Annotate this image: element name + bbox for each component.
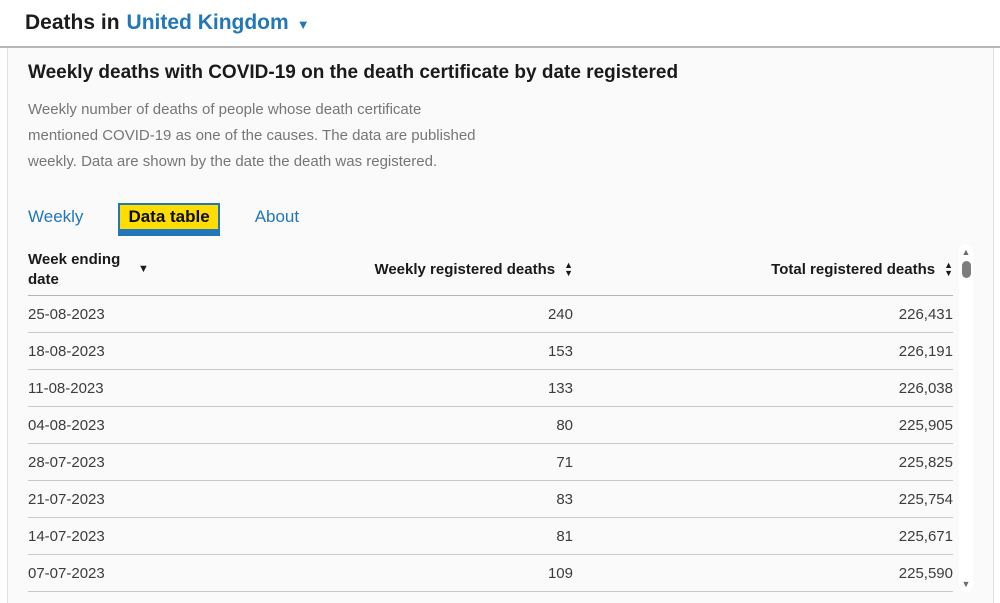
column-label: Total registered deaths: [771, 261, 936, 278]
table-header-row: Week ending date ▼ Weekly registered dea…: [28, 244, 953, 296]
data-table: Week ending date ▼ Weekly registered dea…: [28, 244, 973, 592]
scrollbar-up-icon[interactable]: ▲: [961, 247, 971, 257]
cell-week-ending-date: 11-08-2023: [28, 379, 104, 397]
column-header-total-registered-deaths[interactable]: Total registered deaths ▲ ▼: [573, 261, 953, 278]
cell-weekly-registered-deaths: 109: [547, 564, 573, 582]
description-line: Weekly number of deaths of people whose …: [28, 101, 422, 118]
sort-descending-icon: ▼: [138, 263, 149, 275]
table-row: 25-08-2023 240 226,431: [28, 296, 953, 333]
cell-total-registered-deaths: 225,825: [898, 453, 953, 471]
table-row: 18-08-2023 153 226,191: [28, 333, 953, 370]
column-label: Weekly registered deaths: [374, 261, 556, 278]
cell-total-registered-deaths: 226,431: [898, 305, 953, 323]
cell-total-registered-deaths: 226,038: [898, 379, 953, 397]
cell-weekly-registered-deaths: 80: [556, 416, 573, 434]
scrollbar-thumb[interactable]: [961, 261, 971, 278]
column-header-week-ending-date[interactable]: Week ending date ▼: [28, 250, 178, 290]
table-row: 21-07-2023 83 225,754: [28, 481, 953, 518]
region-name: United Kingdom: [126, 11, 289, 34]
table-row: 28-07-2023 71 225,825: [28, 444, 953, 481]
cell-total-registered-deaths: 226,191: [898, 342, 953, 360]
panel-heading: Weekly deaths with COVID-19 on the death…: [28, 62, 679, 83]
cell-week-ending-date: 18-08-2023: [28, 342, 105, 360]
cell-weekly-registered-deaths: 153: [547, 342, 573, 360]
cell-weekly-registered-deaths: 81: [556, 527, 573, 545]
table-body: 25-08-2023 240 226,431 18-08-2023 153 22…: [28, 296, 953, 592]
table-row: 04-08-2023 80 225,905: [28, 407, 953, 444]
chart-panel: Weekly deaths with COVID-19 on the death…: [7, 48, 994, 603]
cell-weekly-registered-deaths: 83: [556, 490, 573, 508]
sort-both-icon: ▲ ▼: [564, 260, 573, 278]
description-line: mentioned COVID-19 as one of the causes.…: [28, 127, 476, 144]
column-label: Week ending date: [28, 250, 121, 288]
cell-week-ending-date: 21-07-2023: [28, 490, 105, 508]
cell-week-ending-date: 25-08-2023: [28, 305, 105, 323]
sort-both-icon: ▲ ▼: [944, 260, 953, 278]
tab-data-table[interactable]: Data table: [118, 203, 220, 231]
cell-total-registered-deaths: 225,754: [898, 490, 953, 508]
scrollbar-down-icon[interactable]: ▼: [961, 579, 971, 589]
divider: [0, 46, 1000, 48]
region-dropdown[interactable]: United Kingdom ▼: [127, 11, 310, 35]
cell-week-ending-date: 07-07-2023: [28, 564, 105, 582]
table-row: 07-07-2023 109 225,590: [28, 555, 953, 592]
table-row: 11-08-2023 133 226,038: [28, 370, 953, 407]
cell-week-ending-date: 14-07-2023: [28, 527, 105, 545]
cell-week-ending-date: 28-07-2023: [28, 453, 105, 471]
tab-about[interactable]: About: [254, 207, 300, 226]
panel-description: Weekly number of deaths of people whose …: [28, 97, 973, 175]
cell-weekly-registered-deaths: 71: [556, 453, 573, 471]
vertical-scrollbar[interactable]: ▲ ▼: [959, 244, 973, 592]
triangle-down-icon: ▼: [564, 267, 573, 278]
column-header-weekly-registered-deaths[interactable]: Weekly registered deaths ▲ ▼: [178, 261, 573, 278]
cell-total-registered-deaths: 225,671: [898, 527, 953, 545]
cell-total-registered-deaths: 225,905: [898, 416, 953, 434]
description-line: weekly. Data are shown by the date the d…: [28, 153, 438, 170]
table-row: 14-07-2023 81 225,671: [28, 518, 953, 555]
topbar: Deaths in United Kingdom ▼: [0, 0, 1000, 46]
cell-weekly-registered-deaths: 133: [547, 379, 573, 397]
cell-week-ending-date: 04-08-2023: [28, 416, 105, 434]
tab-bar: Weekly Data table About: [28, 200, 973, 234]
tab-weekly[interactable]: Weekly: [28, 207, 84, 226]
triangle-up-icon: ▲: [944, 260, 953, 270]
cell-total-registered-deaths: 225,590: [898, 564, 953, 582]
triangle-up-icon: ▲: [564, 260, 573, 270]
triangle-down-icon: ▼: [944, 267, 953, 278]
caret-down-icon: ▼: [296, 17, 310, 32]
page-title: Deaths in: [25, 11, 120, 34]
cell-weekly-registered-deaths: 240: [547, 305, 573, 323]
